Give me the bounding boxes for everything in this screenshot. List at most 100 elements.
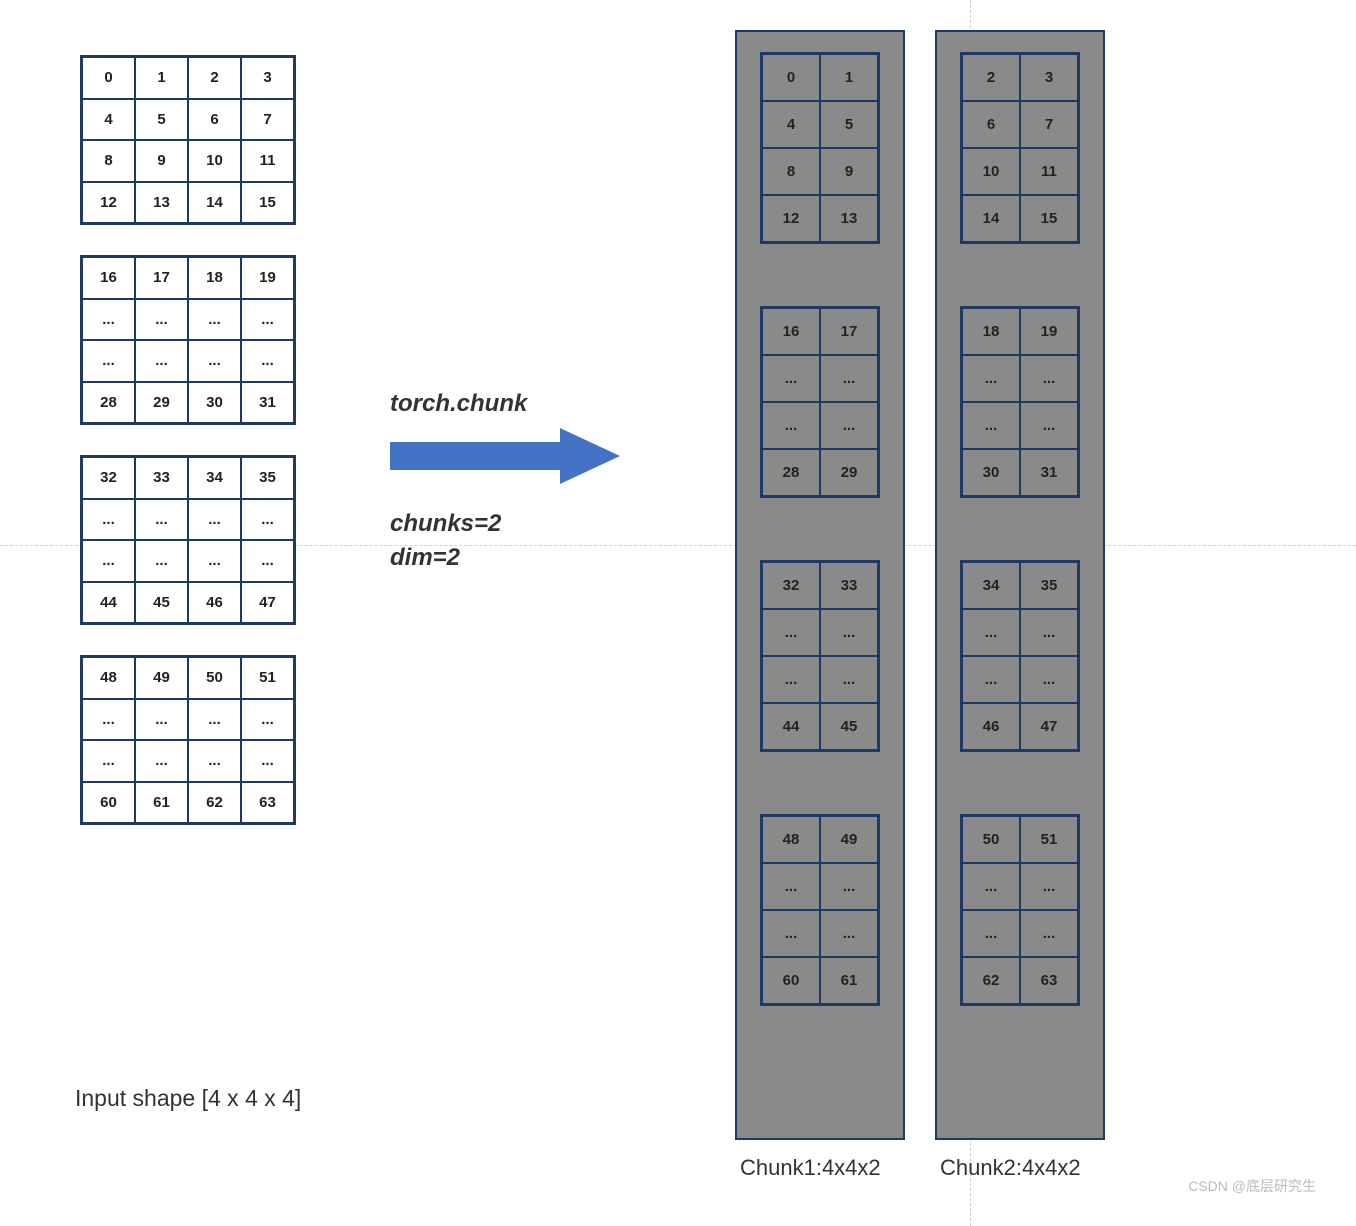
grid-cell: 45 bbox=[135, 582, 188, 624]
grid-cell: 62 bbox=[188, 782, 241, 824]
grid-cell: 51 bbox=[241, 657, 294, 699]
grid-cell: 3 bbox=[1020, 54, 1078, 101]
chunk2-block-2: 3435............4647 bbox=[960, 560, 1080, 752]
grid-cell: 3 bbox=[241, 57, 294, 99]
grid-cell: 6 bbox=[962, 101, 1020, 148]
grid-cell: 16 bbox=[82, 257, 135, 299]
grid-cell: 0 bbox=[82, 57, 135, 99]
grid-cell: ... bbox=[1020, 355, 1078, 402]
grid-cell: 50 bbox=[962, 816, 1020, 863]
grid-cell: 11 bbox=[1020, 148, 1078, 195]
grid-cell: 48 bbox=[82, 657, 135, 699]
grid-cell: 33 bbox=[820, 562, 878, 609]
chunk1-block-0: 0145891213 bbox=[760, 52, 880, 244]
grid-cell: ... bbox=[820, 402, 878, 449]
input-block-1: 16171819........................28293031 bbox=[80, 255, 296, 425]
chunk1-block-1: 1617............2829 bbox=[760, 306, 880, 498]
grid-cell: 46 bbox=[962, 703, 1020, 750]
grid-cell: ... bbox=[135, 540, 188, 582]
chunk1-block-3: 4849............6061 bbox=[760, 814, 880, 1006]
grid-cell: 9 bbox=[135, 140, 188, 182]
grid-cell: 12 bbox=[762, 195, 820, 242]
grid-cell: 60 bbox=[762, 957, 820, 1004]
input-block-0: 0123456789101112131415 bbox=[80, 55, 296, 225]
grid-cell: 13 bbox=[135, 182, 188, 224]
chunk1-label: Chunk1:4x4x2 bbox=[740, 1155, 881, 1181]
grid-cell: ... bbox=[241, 340, 294, 382]
grid-cell: ... bbox=[188, 499, 241, 541]
grid-cell: ... bbox=[1020, 656, 1078, 703]
grid-cell: 61 bbox=[820, 957, 878, 1004]
grid-cell: 46 bbox=[188, 582, 241, 624]
grid-cell: ... bbox=[762, 910, 820, 957]
grid-cell: 4 bbox=[762, 101, 820, 148]
grid-cell: ... bbox=[1020, 609, 1078, 656]
grid-cell: ... bbox=[188, 699, 241, 741]
grid-cell: 45 bbox=[820, 703, 878, 750]
grid-cell: ... bbox=[820, 609, 878, 656]
grid-cell: ... bbox=[820, 863, 878, 910]
chunk2-block-1: 1819............3031 bbox=[960, 306, 1080, 498]
grid-cell: ... bbox=[188, 540, 241, 582]
grid-cell: 28 bbox=[762, 449, 820, 496]
grid-cell: 19 bbox=[241, 257, 294, 299]
grid-cell: 6 bbox=[188, 99, 241, 141]
grid-cell: ... bbox=[82, 540, 135, 582]
grid-cell: 14 bbox=[188, 182, 241, 224]
operation-param-1: dim=2 bbox=[390, 541, 690, 575]
grid-cell: ... bbox=[82, 740, 135, 782]
grid-cell: 32 bbox=[762, 562, 820, 609]
grid-cell: ... bbox=[820, 656, 878, 703]
grid-cell: 47 bbox=[1020, 703, 1078, 750]
grid-cell: ... bbox=[135, 740, 188, 782]
grid-cell: 9 bbox=[820, 148, 878, 195]
grid-cell: ... bbox=[1020, 402, 1078, 449]
grid-cell: 13 bbox=[820, 195, 878, 242]
grid-cell: 48 bbox=[762, 816, 820, 863]
chunk-panel-1: 0145891213 1617............2829 3233....… bbox=[735, 30, 905, 1140]
grid-cell: 44 bbox=[82, 582, 135, 624]
grid-cell: 4 bbox=[82, 99, 135, 141]
grid-cell: 10 bbox=[962, 148, 1020, 195]
chunk2-block-0: 236710111415 bbox=[960, 52, 1080, 244]
grid-cell: 29 bbox=[820, 449, 878, 496]
input-block-3: 48495051........................60616263 bbox=[80, 655, 296, 825]
grid-cell: ... bbox=[241, 499, 294, 541]
grid-cell: 7 bbox=[1020, 101, 1078, 148]
grid-cell: ... bbox=[82, 299, 135, 341]
grid-cell: 15 bbox=[241, 182, 294, 224]
grid-cell: 34 bbox=[188, 457, 241, 499]
grid-cell: 12 bbox=[82, 182, 135, 224]
grid-cell: ... bbox=[82, 340, 135, 382]
grid-cell: 18 bbox=[188, 257, 241, 299]
grid-cell: 35 bbox=[241, 457, 294, 499]
grid-cell: 29 bbox=[135, 382, 188, 424]
grid-cell: 49 bbox=[820, 816, 878, 863]
grid-cell: 8 bbox=[82, 140, 135, 182]
chunk1-block-2: 3233............4445 bbox=[760, 560, 880, 752]
grid-cell: ... bbox=[135, 299, 188, 341]
grid-cell: 17 bbox=[135, 257, 188, 299]
grid-cell: 31 bbox=[1020, 449, 1078, 496]
grid-cell: ... bbox=[82, 699, 135, 741]
grid-cell: 18 bbox=[962, 308, 1020, 355]
grid-cell: ... bbox=[188, 299, 241, 341]
grid-cell: 30 bbox=[188, 382, 241, 424]
grid-cell: 51 bbox=[1020, 816, 1078, 863]
grid-cell: 34 bbox=[962, 562, 1020, 609]
operation-param-0: chunks=2 bbox=[390, 507, 690, 541]
chunk2-label: Chunk2:4x4x2 bbox=[940, 1155, 1081, 1181]
grid-cell: 61 bbox=[135, 782, 188, 824]
grid-cell: ... bbox=[962, 609, 1020, 656]
grid-cell: ... bbox=[1020, 863, 1078, 910]
grid-cell: 5 bbox=[135, 99, 188, 141]
grid-cell: 10 bbox=[188, 140, 241, 182]
input-block-2: 32333435........................44454647 bbox=[80, 455, 296, 625]
watermark-text: CSDN @底层研究生 bbox=[1188, 1176, 1316, 1196]
grid-cell: 49 bbox=[135, 657, 188, 699]
operation-panel: torch.chunk chunks=2 dim=2 bbox=[390, 390, 690, 574]
grid-cell: ... bbox=[241, 699, 294, 741]
grid-cell: 63 bbox=[1020, 957, 1078, 1004]
grid-cell: 28 bbox=[82, 382, 135, 424]
grid-cell: ... bbox=[82, 499, 135, 541]
